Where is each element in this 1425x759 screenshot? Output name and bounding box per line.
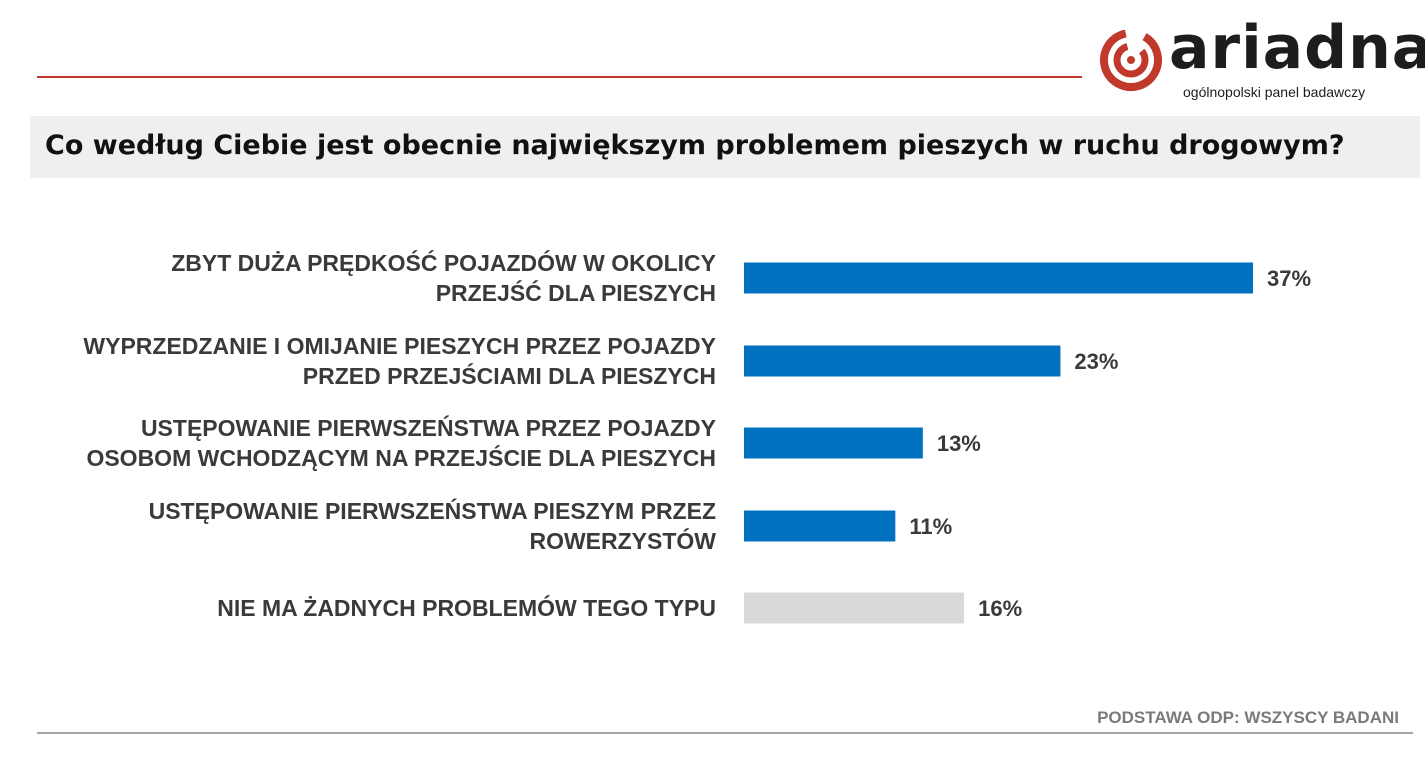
- logo-tagline: ogólnopolski panel badawczy: [1183, 84, 1366, 100]
- category-label-line: PRZED PRZEJŚCIAMI DLA PIESZYCH: [303, 362, 716, 389]
- value-label-3: 13%: [937, 431, 981, 456]
- category-label-line: USTĘPOWANIE PIERWSZEŃSTWA PRZEZ POJAZDY: [141, 414, 716, 441]
- category-label-4: USTĘPOWANIE PIERWSZEŃSTWA PIESZYM PRZEZ R…: [149, 497, 717, 554]
- category-label-line: USTĘPOWANIE PIERWSZEŃSTWA PIESZYM PRZEZ: [149, 497, 716, 524]
- value-label-1: 37%: [1267, 266, 1311, 291]
- category-label-3: USTĘPOWANIE PIERWSZEŃSTWA PRZEZ POJAZDY O…: [86, 414, 716, 471]
- ariadna-spiral-icon: [1100, 29, 1162, 91]
- category-label-2: WYPRZEDZANIE I OMIJANIE PIESZYCH PRZEZ P…: [83, 333, 716, 389]
- bar-1: [744, 262, 1253, 294]
- title-band: Co według Ciebie jest obecnie największy…: [30, 116, 1420, 178]
- category-label-line: PRZEJŚĆ DLA PIESZYCH: [436, 279, 716, 306]
- bar-chart: 37% ZBYT DUŻA PRĘDKOŚĆ POJAZDÓW W OKOLICY…: [83, 249, 1311, 624]
- category-label-line: ZBYT DUŻA PRĘDKOŚĆ POJAZDÓW W OKOLICY: [171, 249, 716, 276]
- logo-wordmark: ariadna: [1169, 13, 1425, 83]
- ariadna-logo: ariadna ogólnopolski panel badawczy: [1097, 18, 1425, 104]
- category-label-line: WYPRZEDZANIE I OMIJANIE PIESZYCH PRZEZ P…: [83, 333, 716, 359]
- bar-3: [744, 427, 923, 459]
- value-label-4: 11%: [909, 514, 952, 539]
- bar-2: [744, 345, 1061, 377]
- page-title: Co według Ciebie jest obecnie największy…: [45, 130, 1345, 161]
- category-label-1: ZBYT DUŻA PRĘDKOŚĆ POJAZDÓW W OKOLICY PRZ…: [171, 249, 716, 306]
- bar-5: [744, 592, 965, 624]
- value-label-5: 16%: [978, 596, 1022, 621]
- top-divider: [37, 76, 1082, 78]
- bar-4: [744, 510, 896, 542]
- category-label-5: NIE MA ŻADNYCH PROBLEMÓW TEGO TYPU: [217, 594, 716, 621]
- base-footnote: PODSTAWA ODP: WSZYSCY BADANI: [1097, 708, 1399, 727]
- category-label-line: ROWERZYSTÓW: [529, 527, 716, 554]
- bottom-divider: [37, 732, 1413, 734]
- category-label-line: OSOBOM WCHODZĄCYM NA PRZEJŚCIE DLA PIESZ…: [86, 444, 716, 471]
- category-label-line: NIE MA ŻADNYCH PROBLEMÓW TEGO TYPU: [217, 594, 716, 621]
- value-label-2: 23%: [1074, 349, 1118, 374]
